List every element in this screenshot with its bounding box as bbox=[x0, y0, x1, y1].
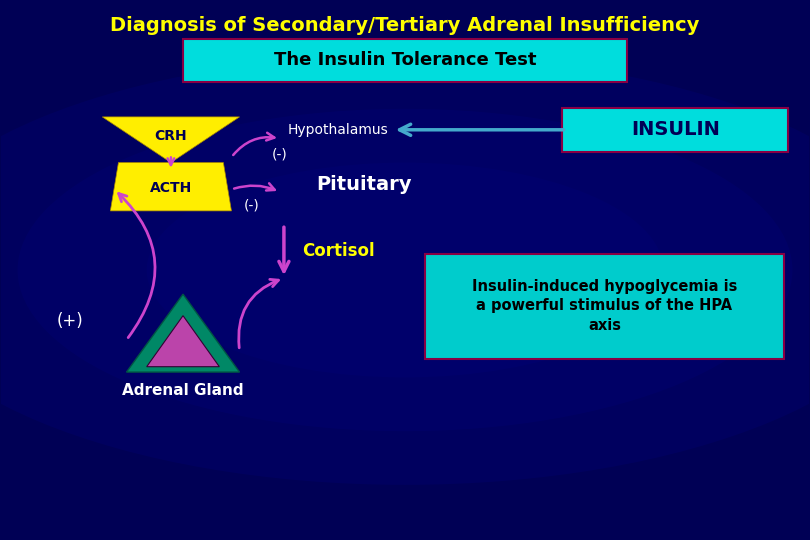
Ellipse shape bbox=[0, 55, 810, 485]
Text: Cortisol: Cortisol bbox=[301, 242, 374, 260]
Text: Pituitary: Pituitary bbox=[316, 174, 411, 193]
FancyBboxPatch shape bbox=[183, 39, 627, 82]
Polygon shape bbox=[126, 294, 240, 372]
FancyBboxPatch shape bbox=[562, 108, 788, 152]
Text: INSULIN: INSULIN bbox=[631, 120, 720, 139]
Text: Adrenal Gland: Adrenal Gland bbox=[122, 383, 244, 399]
Ellipse shape bbox=[18, 109, 792, 431]
Text: CRH: CRH bbox=[155, 129, 187, 143]
Polygon shape bbox=[102, 117, 240, 163]
Ellipse shape bbox=[147, 163, 663, 377]
Text: (-): (-) bbox=[272, 147, 288, 161]
Text: Diagnosis of Secondary/Tertiary Adrenal Insufficiency: Diagnosis of Secondary/Tertiary Adrenal … bbox=[110, 16, 700, 35]
Text: (-): (-) bbox=[244, 199, 259, 213]
FancyBboxPatch shape bbox=[425, 254, 784, 359]
Text: ACTH: ACTH bbox=[150, 181, 192, 195]
Polygon shape bbox=[147, 316, 220, 367]
Polygon shape bbox=[110, 163, 232, 211]
Text: (+): (+) bbox=[57, 312, 83, 330]
Text: Hypothalamus: Hypothalamus bbox=[288, 123, 389, 137]
Text: The Insulin Tolerance Test: The Insulin Tolerance Test bbox=[274, 51, 536, 70]
Text: Insulin-induced hypoglycemia is
a powerful stimulus of the HPA
axis: Insulin-induced hypoglycemia is a powerf… bbox=[471, 279, 737, 333]
